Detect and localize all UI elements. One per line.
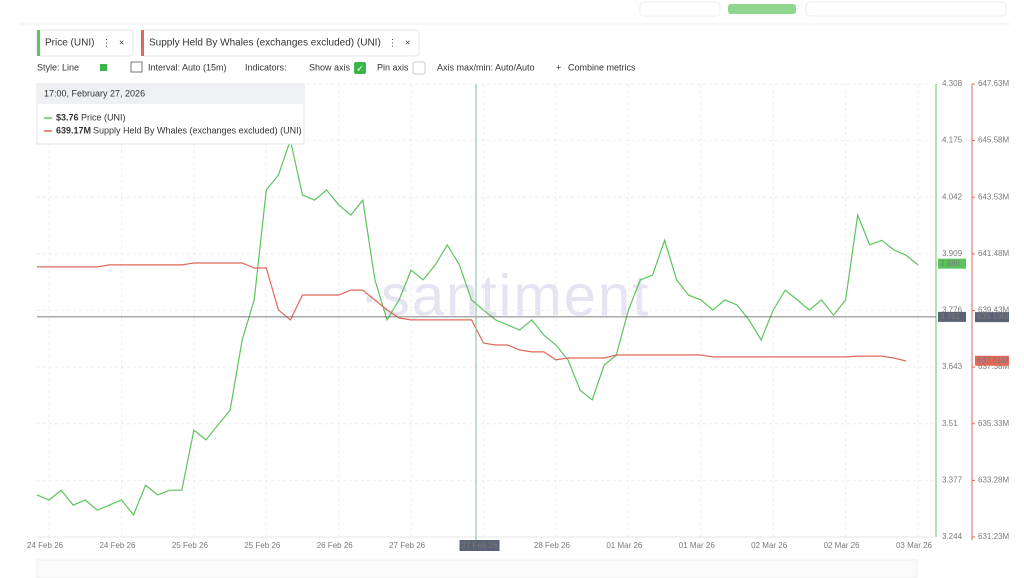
interval-select[interactable]: Interval: Auto (15m) <box>148 62 227 72</box>
x-tick-label: 25 Feb 26 <box>244 541 281 550</box>
chip-menu[interactable]: ⋮ <box>102 37 111 47</box>
y-tick-label: 4.308 <box>942 79 963 88</box>
y2-tick-label: 635.33M <box>978 419 1009 428</box>
chip-label: Price (UNI) <box>45 38 94 49</box>
tooltip-value: $3.76 <box>56 112 79 122</box>
y-tick-label: 3.51 <box>942 419 958 428</box>
x-tick-label: 25 Feb 26 <box>172 541 209 550</box>
y-tick-label: 3.643 <box>942 362 963 371</box>
crosshair-badge-label: 639.19M <box>977 312 1008 321</box>
x-tick-label: 24 Feb 26 <box>99 541 136 550</box>
top-tab[interactable] <box>728 4 796 14</box>
last-value-badge <box>975 355 1009 366</box>
series-line <box>36 137 919 517</box>
style-select[interactable]: Style: Line <box>37 62 79 72</box>
y2-tick-label: 631.23M <box>978 532 1009 541</box>
y2-tick-label: 637.38M <box>978 362 1009 371</box>
tooltip-header <box>37 84 304 104</box>
y2-tick-label: 641.48M <box>978 249 1009 258</box>
chip-close[interactable]: × <box>119 37 124 47</box>
last-value-badge <box>938 258 966 269</box>
x-tick-label: 24 Feb 26 <box>27 541 64 550</box>
chip-color <box>37 30 40 56</box>
x-tick-label: 27 Feb 26 <box>462 541 499 550</box>
crosshair-badge <box>975 312 1009 323</box>
y2-tick-label: 633.28M <box>978 475 1009 484</box>
crosshair-badge-label: 3.761 <box>940 312 961 321</box>
chip-label: Supply Held By Whales (exchanges exclude… <box>149 38 381 49</box>
series-line <box>37 262 907 362</box>
x-tick-label: 01 Mar 26 <box>606 541 643 550</box>
combine-metrics-button[interactable]: Combine metrics <box>568 62 636 72</box>
show-axis-checkbox[interactable] <box>354 62 366 74</box>
pin-axis-label: Pin axis <box>377 62 409 72</box>
check-mark: ✓ <box>356 63 364 73</box>
chip-color <box>141 30 144 56</box>
x-tick-label: 02 Mar 26 <box>751 541 788 550</box>
pin-axis-checkbox[interactable] <box>412 61 426 75</box>
x-tick-label: 28 Feb 26 <box>534 541 571 550</box>
indicators-select[interactable]: Indicators: <box>245 62 287 72</box>
x-tick-highlight <box>459 540 500 551</box>
tooltip-value: 639.17M <box>56 125 91 135</box>
y-tick-label: 3.244 <box>942 532 963 541</box>
y-tick-label: 4.175 <box>942 136 963 145</box>
navigator[interactable] <box>36 559 918 578</box>
axis-minmax-select[interactable]: Axis max/min: Auto/Auto <box>437 62 535 72</box>
color-picker[interactable] <box>100 64 107 71</box>
chip-close[interactable]: × <box>405 37 410 47</box>
y2-tick-label: 645.58M <box>978 136 1009 145</box>
top-control[interactable] <box>805 1 1007 17</box>
x-tick-label: 26 Feb 26 <box>317 541 354 550</box>
top-control[interactable] <box>639 1 721 17</box>
y2-tick-label: 647.63M <box>978 79 1009 88</box>
x-tick-label: 27 Feb 26 <box>389 541 426 550</box>
x-tick-label: 02 Mar 26 <box>824 541 861 550</box>
x-tick-label: 01 Mar 26 <box>679 541 716 550</box>
plus-icon: + <box>556 62 561 72</box>
y2-tick-label: 643.53M <box>978 192 1009 201</box>
x-tick-label: 03 Mar 26 <box>896 541 933 550</box>
y-tick-label: 3.909 <box>942 249 963 258</box>
y-tick-label: 4.042 <box>942 192 963 201</box>
tooltip-metric: Price (UNI) <box>81 112 126 122</box>
tooltip-time: 17:00, February 27, 2026 <box>44 88 145 98</box>
last-value-badge-label: 637.61M <box>977 356 1008 365</box>
y-tick-label: 3.776 <box>942 306 963 315</box>
y2-tick-label: 639.43M <box>978 306 1009 315</box>
last-value-badge-label: 3.886 <box>940 259 961 268</box>
show-axis-label: Show axis <box>309 62 351 72</box>
watermark: ·santiment <box>360 263 651 328</box>
y-tick-label: 3.377 <box>942 475 963 484</box>
chip-menu[interactable]: ⋮ <box>388 37 397 47</box>
interval-icon <box>130 61 143 73</box>
tooltip-metric: Supply Held By Whales (exchanges exclude… <box>93 125 302 135</box>
crosshair-badge <box>938 311 966 322</box>
